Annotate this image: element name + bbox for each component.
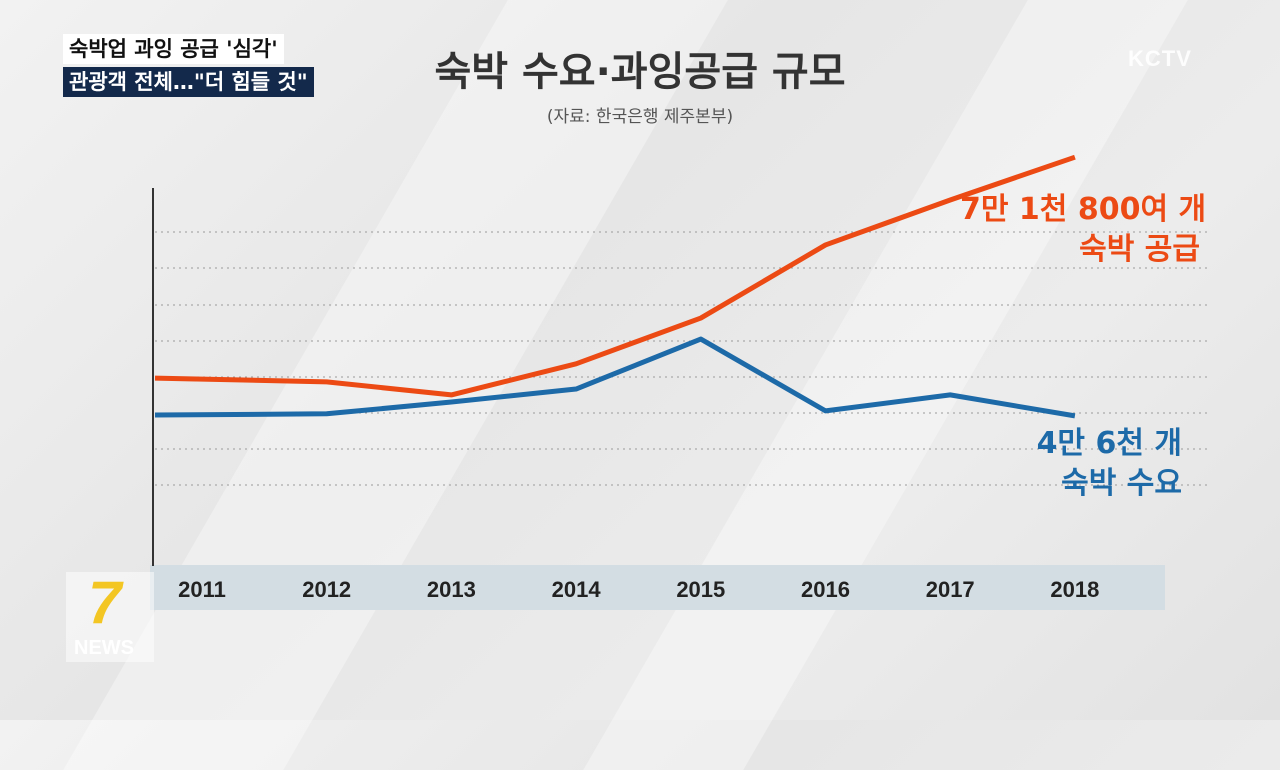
x-tick-label: 2018 — [1050, 577, 1099, 602]
supply-series-label: 숙박 공급 — [960, 230, 1200, 270]
news-program-logo: 7 NEWS — [66, 572, 154, 662]
x-tick-label: 2015 — [676, 577, 725, 602]
logo-number: 7 — [88, 572, 121, 634]
demand-series-label: 숙박 수요 — [960, 464, 1182, 504]
line-chart: 2011 2012 2013 2014 2015 2016 2017 2018 — [0, 0, 1280, 720]
x-tick-label: 2016 — [801, 577, 850, 602]
supply-end-label: 7만 1천 800여 개 숙박 공급 — [960, 190, 1200, 270]
demand-value-label: 4만 6천 개 — [960, 424, 1182, 464]
x-tick-label: 2017 — [926, 577, 975, 602]
logo-text: NEWS — [74, 637, 134, 659]
x-tick-label: 2013 — [427, 577, 476, 602]
x-tick-label: 2014 — [552, 577, 602, 602]
demand-end-label: 4만 6천 개 숙박 수요 — [960, 424, 1182, 504]
x-tick-label: 2012 — [302, 577, 351, 602]
x-tick-label: 2011 — [178, 577, 226, 602]
supply-value-label: 7만 1천 800여 개 — [960, 190, 1200, 230]
supply-line — [155, 157, 1075, 395]
